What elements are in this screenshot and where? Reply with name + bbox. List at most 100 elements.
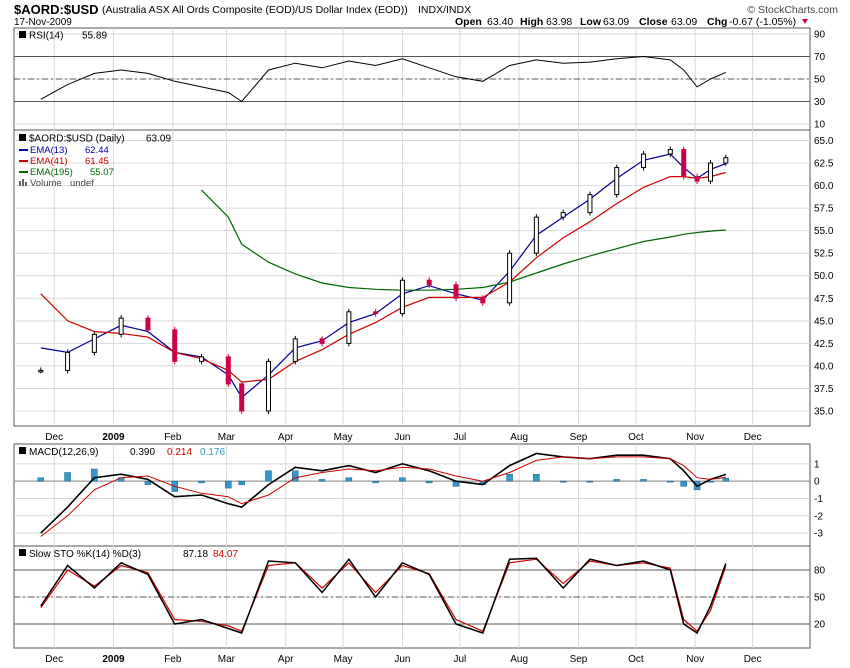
macd-histogram-bar-20 — [559, 480, 567, 483]
x-tick-label-3-3: Mar — [218, 654, 236, 665]
x-tick-label-1-10: Oct — [628, 432, 644, 443]
macd-histogram-bar-9 — [265, 470, 272, 482]
macd-histogram-bar-14 — [399, 477, 406, 482]
x-tick-label-1-4: Apr — [278, 432, 294, 443]
candle-body-12 — [346, 311, 352, 344]
y-tick-label-0-4: 10 — [814, 120, 826, 131]
macd-histogram-bar-18 — [506, 473, 513, 482]
candle-body-22 — [614, 167, 620, 196]
chg-label: Chg — [707, 16, 727, 28]
candle-body-9 — [265, 360, 271, 412]
y-tick-label-2-1: 0 — [814, 477, 820, 488]
x-tick-label-3-2: Feb — [164, 654, 182, 665]
rsi-legend-swatch — [19, 31, 26, 38]
macd-histogram-bar-15 — [425, 480, 433, 484]
y-tick-label-1-7: 47.5 — [814, 294, 834, 305]
price-panel-frame — [13, 129, 811, 427]
candle-body-24 — [667, 149, 673, 155]
macd-histogram-bar-22 — [613, 479, 620, 482]
low-value: 63.09 — [603, 16, 629, 28]
y-tick-label-3-1: 50 — [814, 593, 826, 604]
sto-legend-label: Slow STO %K(14) %D(3) — [29, 549, 141, 560]
ema195-legend-label: EMA(195) — [30, 167, 73, 178]
rsi-line — [40, 55, 726, 103]
y-tick-label-3-2: 20 — [814, 620, 826, 631]
candle-body-15 — [426, 279, 432, 286]
ohlc-readout: Open 63.40 High 63.98 Low 63.09 Close 63… — [455, 16, 808, 28]
sto-k-line — [40, 557, 727, 635]
x-tick-label-3-8: Aug — [510, 654, 528, 665]
x-tick-label-1-0: Dec — [45, 432, 63, 443]
close-value: 63.09 — [671, 16, 697, 28]
y-tick-label-1-11: 37.5 — [814, 384, 834, 395]
macd-histogram-bar-13 — [372, 480, 379, 484]
sto-d-legend-value: 84.07 — [213, 549, 238, 560]
x-tick-label-1-2: Feb — [164, 432, 182, 443]
macd-histogram-bar-2 — [91, 468, 98, 482]
candle-body-3 — [118, 317, 124, 335]
x-tick-label-3-10: Oct — [628, 654, 644, 665]
y-tick-label-0-0: 90 — [814, 30, 826, 41]
y-tick-label-1-8: 45.0 — [814, 316, 834, 327]
x-tick-label-3-1: 2009 — [102, 654, 125, 665]
candle-body-19 — [533, 216, 539, 254]
candle-body-7 — [225, 356, 231, 385]
macd-histogram-bar-28 — [722, 477, 730, 482]
macd-histogram-bar-0 — [37, 477, 45, 482]
low-label: Low — [580, 16, 602, 28]
down-arrow-icon — [802, 19, 808, 24]
exchange-label: INDX/INDX — [418, 4, 471, 16]
macd-legend-value: 0.390 — [130, 447, 155, 458]
price-legend: $AORD:$USD (Daily) 63.09 EMA(13) 62.44 E… — [19, 134, 171, 189]
y-tick-label-1-2: 60.0 — [814, 181, 834, 192]
y-tick-label-0-1: 70 — [814, 52, 826, 63]
candle-body-18 — [507, 252, 513, 304]
y-tick-label-2-4: -3 — [814, 529, 823, 540]
y-tick-label-0-2: 50 — [814, 75, 826, 86]
candle-body-23 — [641, 153, 647, 169]
macd-histogram-bar-4 — [144, 480, 152, 485]
price-legend-value: 63.09 — [146, 134, 171, 145]
x-tick-label-1-7: Jul — [453, 432, 466, 443]
x-tick-label-1-9: Sep — [570, 432, 588, 443]
y-tick-label-1-4: 55.0 — [814, 226, 834, 237]
open-value: 63.40 — [487, 16, 513, 28]
x-tick-label-1-1: 2009 — [102, 432, 125, 443]
chg-value: -0.67 (-1.05%) — [729, 16, 796, 28]
macd-legend-label: MACD(12,26,9) — [29, 447, 98, 458]
header: $AORD:$USD (Australia ASX All Ords Compo… — [14, 2, 838, 28]
candle-body-6 — [199, 356, 205, 362]
candle-body-14 — [399, 279, 405, 315]
macd-histogram-bar-1 — [64, 472, 71, 482]
price-legend-swatch — [19, 134, 26, 141]
x-tick-label-3-6: Jun — [394, 654, 410, 665]
macd-histogram-bar-19 — [533, 473, 540, 482]
macd-histogram-bar-21 — [586, 480, 594, 483]
macd-panel-frame — [13, 443, 811, 547]
x-tick-label-1-11: Nov — [686, 432, 704, 443]
y-tick-label-1-6: 50.0 — [814, 271, 834, 282]
high-value: 63.98 — [546, 16, 572, 28]
x-tick-label-3-7: Jul — [453, 654, 466, 665]
macd-legend: MACD(12,26,9) 0.390 0.214 0.176 — [19, 447, 225, 458]
open-label: Open — [455, 16, 482, 28]
y-tick-label-2-0: 1 — [814, 459, 820, 470]
y-tick-label-1-1: 62.5 — [814, 159, 834, 170]
macd-histogram-bar-12 — [345, 477, 353, 482]
candle-body-8 — [239, 383, 245, 412]
candle-body-28 — [723, 157, 729, 164]
x-tick-label-1-3: Mar — [218, 432, 236, 443]
macd-line — [40, 452, 727, 534]
ema-line-3 — [201, 189, 726, 291]
sto-legend-swatch — [19, 549, 26, 556]
marks-layer — [37, 55, 730, 635]
macd-histogram-bar-6 — [198, 480, 205, 484]
macd-histogram-bar-24 — [667, 480, 674, 483]
macd-histogram-bar-11 — [318, 479, 326, 482]
macd-histogram-bar-25 — [680, 480, 687, 487]
ema13-legend-label: EMA(13) — [30, 145, 67, 156]
x-tick-label-1-8: Aug — [510, 432, 528, 443]
candle-body-17 — [480, 297, 486, 304]
ema-line-2 — [40, 171, 726, 383]
